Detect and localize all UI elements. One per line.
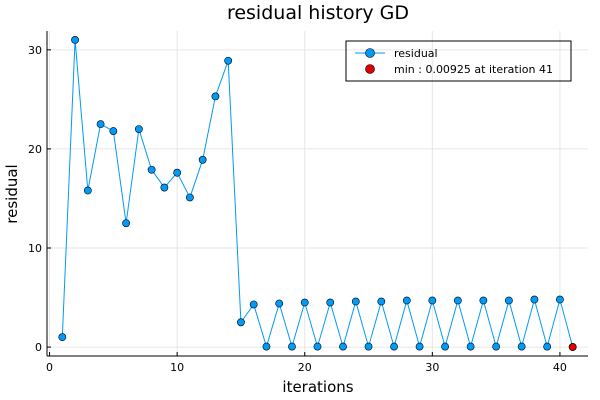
residual-point <box>122 219 131 228</box>
y-tick-label: 30 <box>28 44 42 57</box>
y-tick-label: 20 <box>28 143 42 156</box>
residual-point <box>83 186 92 195</box>
min-point <box>568 343 577 351</box>
legend-marker-min <box>365 64 375 74</box>
chart-title: residual history GD <box>227 2 409 24</box>
legend-label-min: min : 0.00925 at iteration 41 <box>394 63 553 76</box>
y-axis-label: residual <box>3 164 21 223</box>
residual-point <box>530 295 539 304</box>
residual-point <box>390 342 398 351</box>
x-tick-label: 40 <box>553 361 567 374</box>
residual-point <box>71 36 79 44</box>
residual-point <box>288 342 296 351</box>
residual-point <box>109 127 118 135</box>
residual-point <box>441 342 449 351</box>
residual-point <box>58 333 67 342</box>
residual-point <box>479 296 488 305</box>
residual-point <box>504 296 513 305</box>
residual-point <box>224 56 233 65</box>
residual-point <box>249 300 258 309</box>
y-tick-label: 10 <box>28 242 42 255</box>
residual-point <box>275 299 284 308</box>
x-tick-label: 20 <box>298 361 312 374</box>
residual-point <box>415 342 424 351</box>
residual-point <box>351 297 360 306</box>
residual-point <box>96 120 105 129</box>
residual-point <box>517 342 526 351</box>
residual-point <box>134 125 143 133</box>
residual-point <box>453 296 462 305</box>
axes-layer: 0 10 20 30 40 0 10 20 30 <box>28 31 588 374</box>
residual-point <box>313 342 322 351</box>
residual-point <box>237 318 245 327</box>
legend-label-residual: residual <box>394 47 438 60</box>
residual-point <box>466 342 475 351</box>
residual-point <box>543 342 552 351</box>
residual-point <box>262 342 271 351</box>
residual-point <box>428 296 437 305</box>
x-tick-label: 30 <box>425 361 439 374</box>
residual-point <box>147 165 156 174</box>
residual-point <box>173 168 182 177</box>
series-layer <box>58 36 577 351</box>
residual-point <box>339 342 347 351</box>
legend-marker-residual <box>365 48 375 58</box>
y-tick-label: 0 <box>35 341 42 354</box>
residual-point <box>377 297 386 306</box>
residual-point <box>186 193 194 202</box>
residual-point <box>364 342 373 351</box>
residual-point <box>326 298 335 307</box>
residual-point <box>402 296 411 305</box>
x-tick-label: 0 <box>46 361 53 374</box>
residual-point <box>300 298 309 307</box>
residual-point <box>492 342 501 351</box>
residual-point <box>198 155 207 164</box>
x-tick-label: 10 <box>170 361 184 374</box>
legend-frame <box>345 40 572 82</box>
residual-point <box>160 183 169 192</box>
residual-point <box>556 295 564 304</box>
x-axis-label: iterations <box>282 378 353 396</box>
legend: residual min : 0.00925 at iteration 41 <box>345 40 572 82</box>
residual-point <box>211 92 220 101</box>
